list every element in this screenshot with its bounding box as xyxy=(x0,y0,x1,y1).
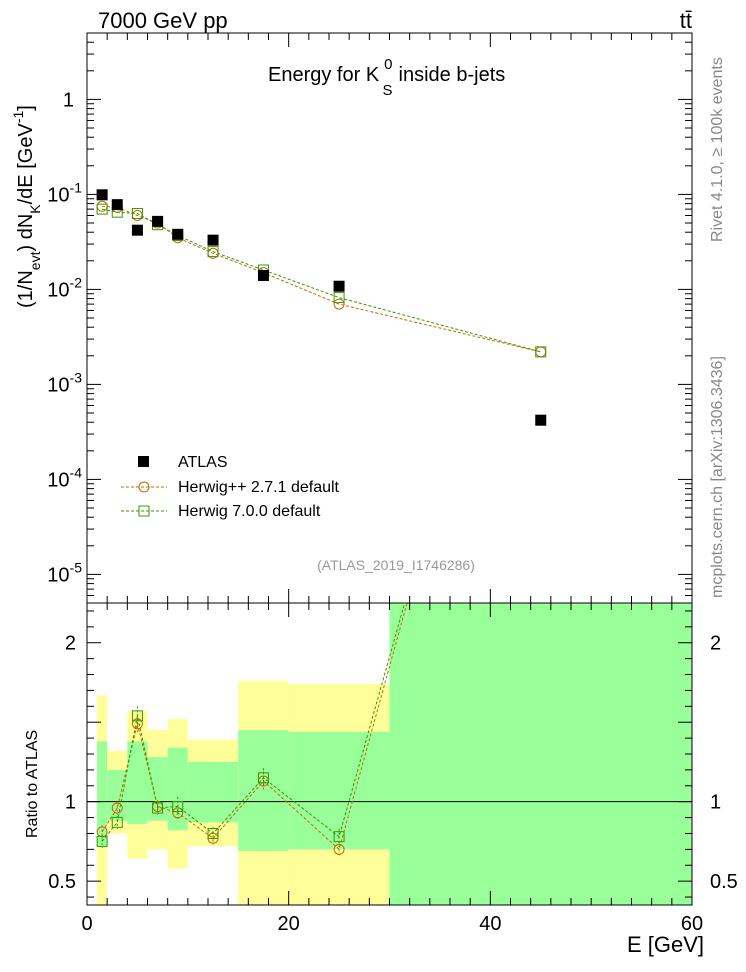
x-tick-label: 0 xyxy=(81,913,92,935)
analysis-id: (ATLAS_2019_I1746286) xyxy=(317,557,475,573)
y-tick-label-exp: -2 xyxy=(70,274,83,290)
atlas-point xyxy=(257,270,269,282)
series-point xyxy=(131,207,143,219)
atlas-point xyxy=(172,228,184,240)
ylabel-a: (1/N xyxy=(15,270,37,308)
series-point xyxy=(207,246,219,258)
y-tick-label-base: 10 xyxy=(47,184,69,206)
ylabel-b-sub: K xyxy=(27,204,43,214)
legend-marker-herwig7 xyxy=(138,505,150,517)
legend: ATLAS Herwig++ 2.7.1 default Herwig 7.0.… xyxy=(121,454,340,520)
ratio-point xyxy=(172,800,184,812)
series-point xyxy=(333,298,345,310)
atlas-point xyxy=(152,215,164,227)
ratio-point xyxy=(96,835,108,847)
ratio-tick-label-right: 0.5 xyxy=(710,871,738,893)
atlas-point xyxy=(207,234,219,246)
ratio-point xyxy=(536,113,546,123)
atlas-point xyxy=(96,189,108,201)
ratio-point xyxy=(172,807,184,819)
ratio-tick-label-left: 0.5 xyxy=(48,871,76,893)
main-panel: 110-110-210-310-410-5 xyxy=(47,32,693,604)
x-tick-label: 20 xyxy=(278,913,300,935)
y-tick-label: 10-4 xyxy=(47,464,82,491)
ratio-point xyxy=(131,710,143,722)
header-left: 7000 GeV pp xyxy=(98,8,228,33)
ratio-point xyxy=(257,772,269,784)
atlas-point xyxy=(111,199,123,211)
ratio-tick-label-right: 1 xyxy=(710,792,721,814)
ratio-point xyxy=(152,802,164,814)
y-axis-label: (1/Nevt) dNK/dE [GeV-1] xyxy=(10,105,43,308)
ratio-band-green xyxy=(127,741,148,824)
y-tick-label: 1 xyxy=(63,89,74,111)
ratio-series-group xyxy=(96,113,546,848)
atlas-point xyxy=(333,280,345,292)
y-tick-label-base: 10 xyxy=(47,564,69,586)
y-tick-label-exp: -1 xyxy=(70,179,83,195)
ratio-band-green xyxy=(389,603,692,905)
ratio-panel: 0 20 40 60 2 2 1 1 0.5 0.5 xyxy=(48,113,738,935)
ylabel-c-sup: -1 xyxy=(10,111,26,124)
ratio-point xyxy=(333,843,345,855)
y-tick-label-base: 10 xyxy=(47,374,69,396)
ylabel-d: ] xyxy=(15,105,37,111)
x-tick-label: 40 xyxy=(479,913,501,935)
ylabel-c: /dE [GeV xyxy=(15,123,37,205)
legend-marker-atlas xyxy=(138,456,149,467)
y-tick-label-base: 10 xyxy=(47,469,69,491)
y-tick-label: 10-5 xyxy=(47,559,82,586)
atlas-point xyxy=(131,224,143,236)
ratio-band-green xyxy=(187,761,239,823)
chart-title-sub: S xyxy=(383,82,393,99)
x-tick-label: 60 xyxy=(681,913,703,935)
ratio-point xyxy=(207,827,219,839)
ratio-point xyxy=(536,113,546,123)
chart-title-sup: 0 xyxy=(384,56,392,73)
chart-title-tail: inside b-jets xyxy=(399,64,506,86)
ratio-tick-label-right: 2 xyxy=(710,633,721,655)
ratio-point xyxy=(111,802,123,814)
series-point xyxy=(333,292,345,304)
ratio-y-label: Ratio to ATLAS xyxy=(24,730,41,838)
legend-marker-herwigpp xyxy=(138,481,150,493)
ratio-point xyxy=(333,831,345,843)
series-line xyxy=(102,208,541,353)
mcplots-label: mcplots.cern.ch [arXiv:1306.3436] xyxy=(709,356,726,598)
y-tick-label: 10-3 xyxy=(47,369,82,396)
y-tick-label-base: 1 xyxy=(63,89,74,111)
x-axis-label: E [GeV] xyxy=(627,932,704,957)
ratio-band-green xyxy=(238,730,289,851)
ratio-series-line xyxy=(101,603,408,851)
y-tick-label-exp: -4 xyxy=(70,464,83,480)
header-right: tt̄ xyxy=(680,8,692,33)
legend-label-herwig7: Herwig 7.0.0 default xyxy=(178,503,321,520)
y-tick-label-exp: -5 xyxy=(70,559,83,575)
y-tick-label-base: 10 xyxy=(47,279,69,301)
ratio-tick-label-left: 1 xyxy=(65,792,76,814)
y-tick-label-exp: -3 xyxy=(70,369,83,385)
legend-label-atlas: ATLAS xyxy=(178,454,228,471)
ylabel-b: ) dN xyxy=(15,214,37,252)
chart-title-main: Energy for K xyxy=(268,64,380,86)
y-tick-label: 10-1 xyxy=(47,179,82,206)
ratio-band-green xyxy=(97,741,108,847)
atlas-point xyxy=(535,414,547,426)
series-line xyxy=(102,205,541,353)
rivet-label: Rivet 4.1.0, ≥ 100k events xyxy=(709,57,726,242)
chart-title: Energy for K 0 Sinside b-jets xyxy=(268,56,505,99)
legend-label-herwigpp: Herwig++ 2.7.1 default xyxy=(178,479,340,496)
ratio-tick-label-left: 2 xyxy=(65,633,76,655)
ratio-point xyxy=(111,816,123,828)
ylabel-a-sub: evt xyxy=(27,251,43,270)
series-point xyxy=(96,203,108,215)
series-point xyxy=(535,346,547,358)
y-tick-label: 10-2 xyxy=(47,274,82,301)
